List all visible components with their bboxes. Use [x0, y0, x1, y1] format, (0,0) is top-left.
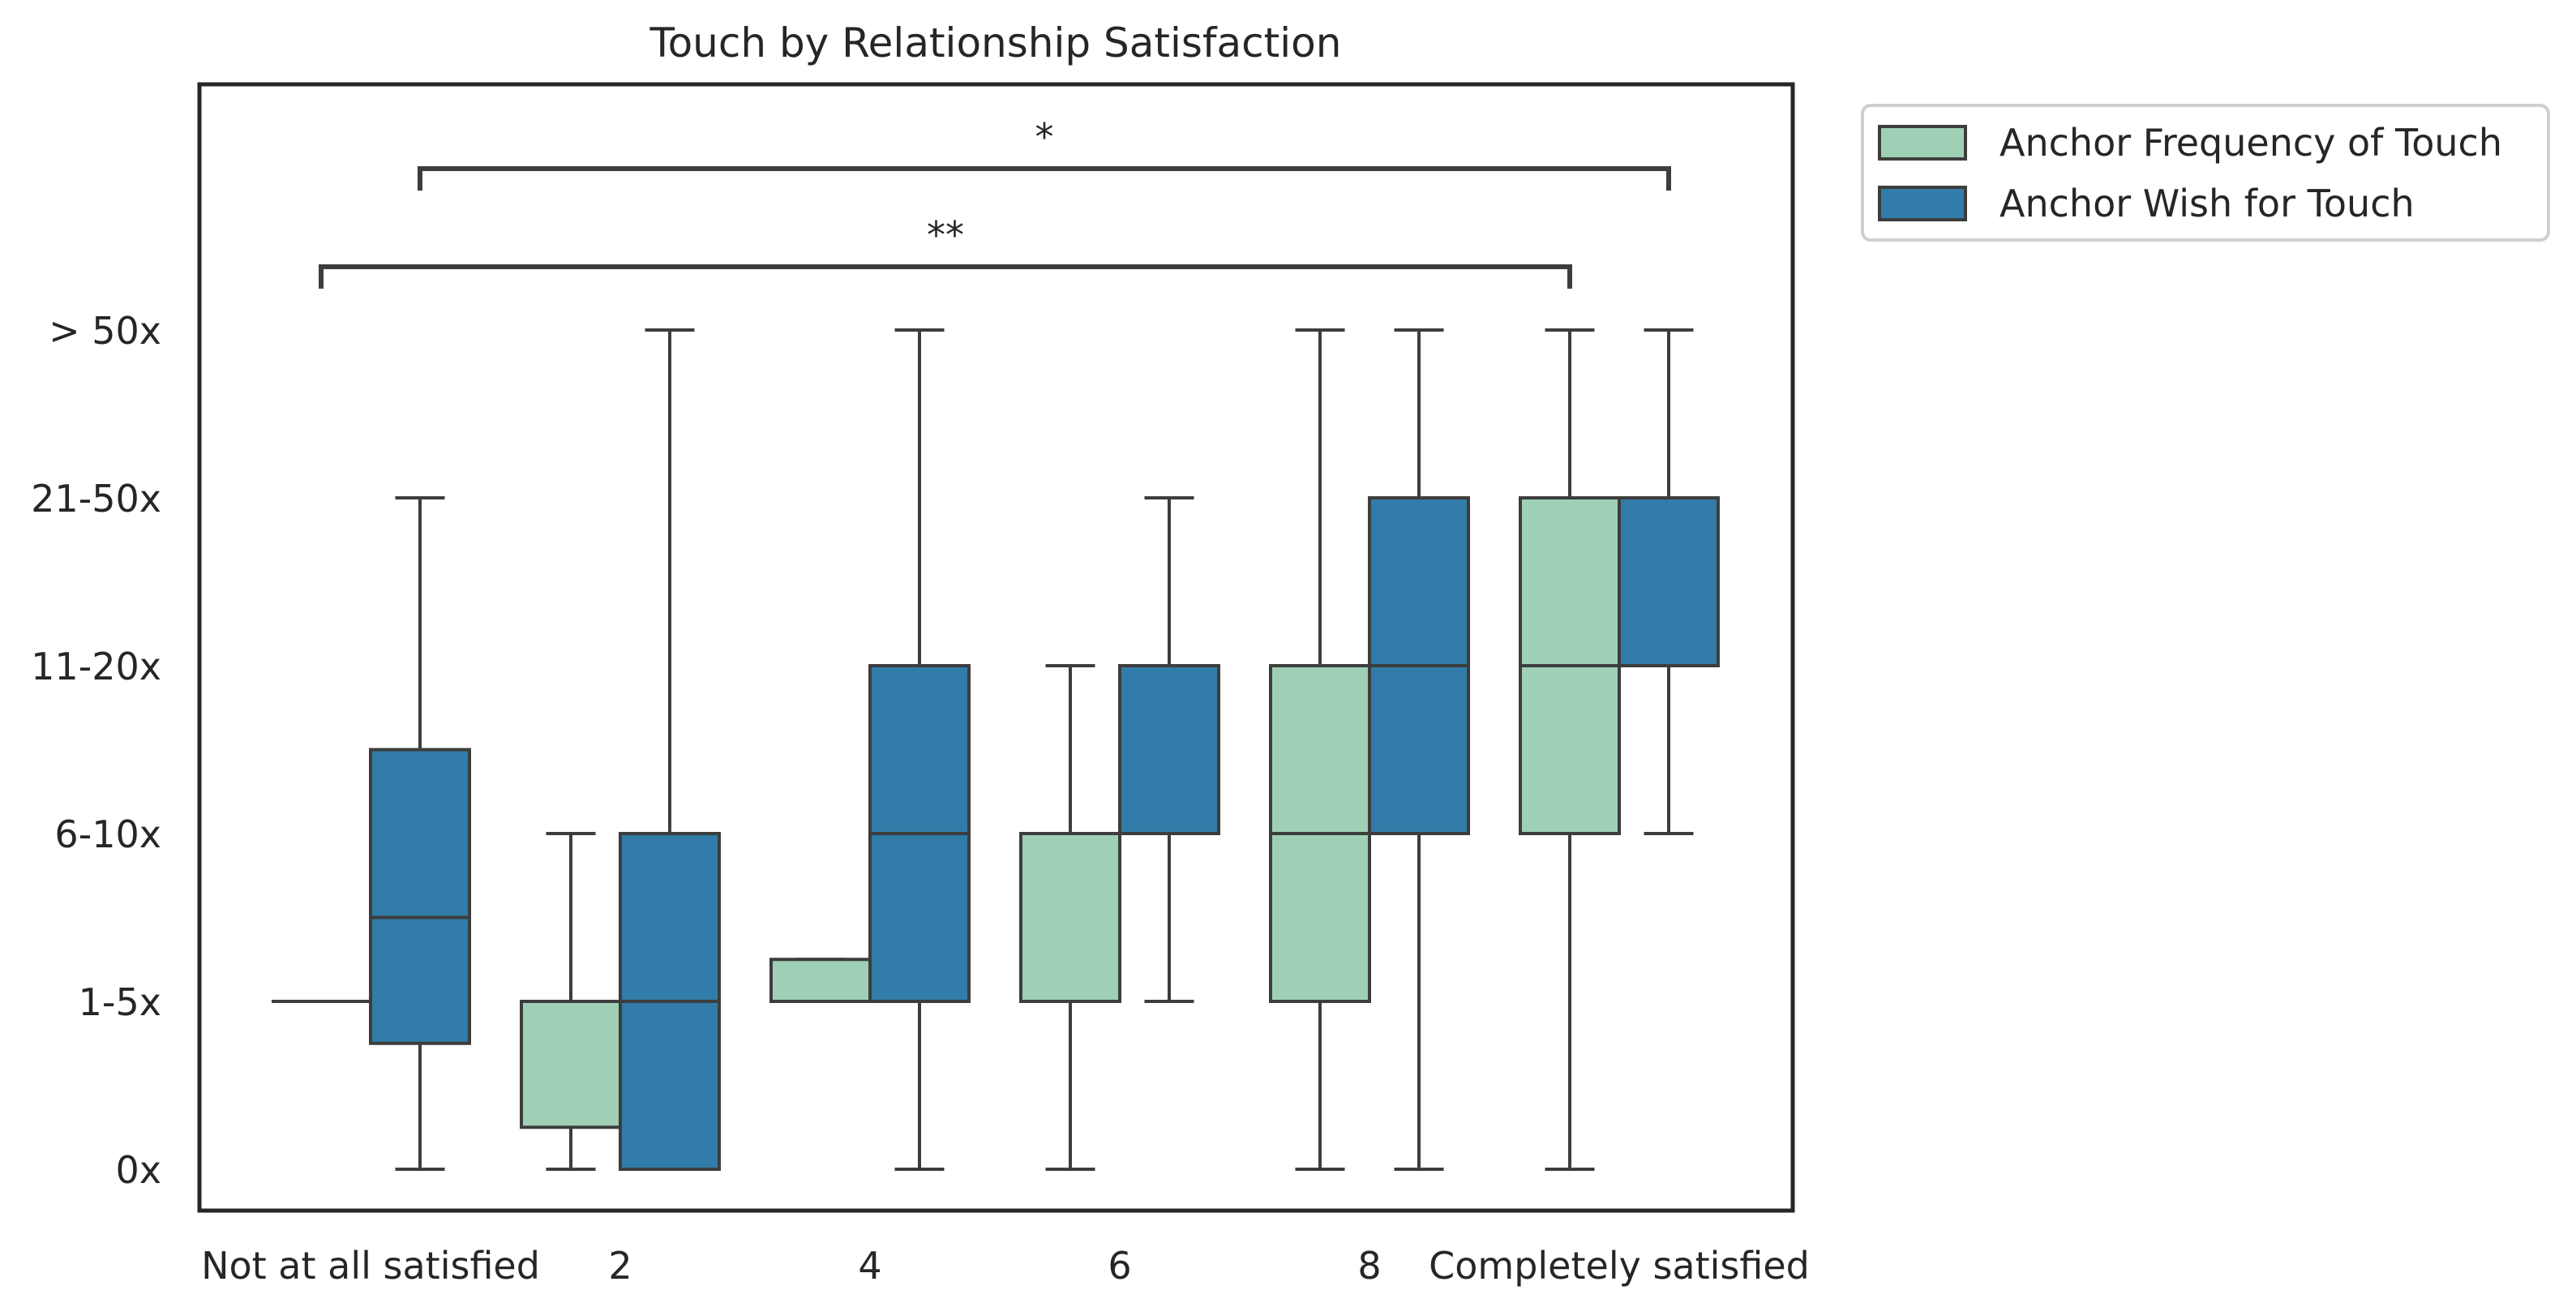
- x-tick-label: 4: [858, 1244, 881, 1288]
- x-tick-label: 2: [608, 1244, 632, 1288]
- y-tick-label: 11-20x: [31, 645, 161, 688]
- y-tick-label: 1-5x: [79, 980, 161, 1024]
- legend-frame: [1861, 104, 2550, 242]
- y-axis-tick-labels: 0x 1-5x 6-10x 11-20x 21-50x > 50x: [31, 309, 161, 1192]
- box-6: [1019, 832, 1121, 1003]
- axes: 0x 1-5x 6-10x 11-20x 21-50x > 50x Not at all s…: [31, 82, 1810, 1288]
- plot-frame: [197, 82, 1795, 1213]
- legend: Anchor Frequency of Touch Anchor Wish for…: [1861, 104, 2550, 242]
- x-tick-label: 6: [1108, 1244, 1131, 1288]
- legend-item: Anchor Wish for Touch: [1878, 182, 2415, 225]
- series-anchor-wish-for-touch: [369, 328, 1720, 1171]
- bracket-line: [418, 166, 1671, 191]
- x-tick-label: 8: [1357, 1244, 1381, 1288]
- legend-swatch: [1878, 186, 1967, 221]
- y-tick-label: 6-10x: [54, 812, 161, 856]
- box-2: [520, 1000, 622, 1130]
- chart-title: Touch by Relationship Satisfaction: [649, 19, 1342, 66]
- series-anchor-frequency-of-touch: [272, 328, 1621, 1171]
- y-tick-label: 0x: [116, 1148, 162, 1192]
- box-6: [1118, 664, 1220, 835]
- significance-bracket: **: [319, 213, 1572, 289]
- box-completely-satisfied: [1618, 496, 1720, 667]
- x-tick-label: Completely satisfied: [1429, 1244, 1810, 1288]
- plot-area: [272, 328, 1720, 1171]
- box-4: [769, 958, 872, 1003]
- legend-label: Anchor Frequency of Touch: [2000, 121, 2502, 165]
- significance-label: **: [927, 213, 964, 257]
- y-tick-label: 21-50x: [31, 477, 161, 521]
- legend-label: Anchor Wish for Touch: [2000, 182, 2415, 225]
- significance-bracket: *: [418, 115, 1671, 191]
- x-axis-tick-labels: Not at all satisfied 2 4 6 8 Completely satis…: [201, 1244, 1810, 1288]
- y-tick-label: > 50x: [49, 309, 161, 353]
- bracket-line: [319, 264, 1572, 289]
- legend-item: Anchor Frequency of Touch: [1878, 121, 2502, 165]
- box-not-at-all-satisfied: [369, 748, 471, 1045]
- legend-swatch: [1878, 125, 1967, 161]
- significance-annotations: ***: [319, 115, 1671, 289]
- x-tick-label: Not at all satisfied: [201, 1244, 540, 1288]
- significance-label: *: [1035, 115, 1054, 159]
